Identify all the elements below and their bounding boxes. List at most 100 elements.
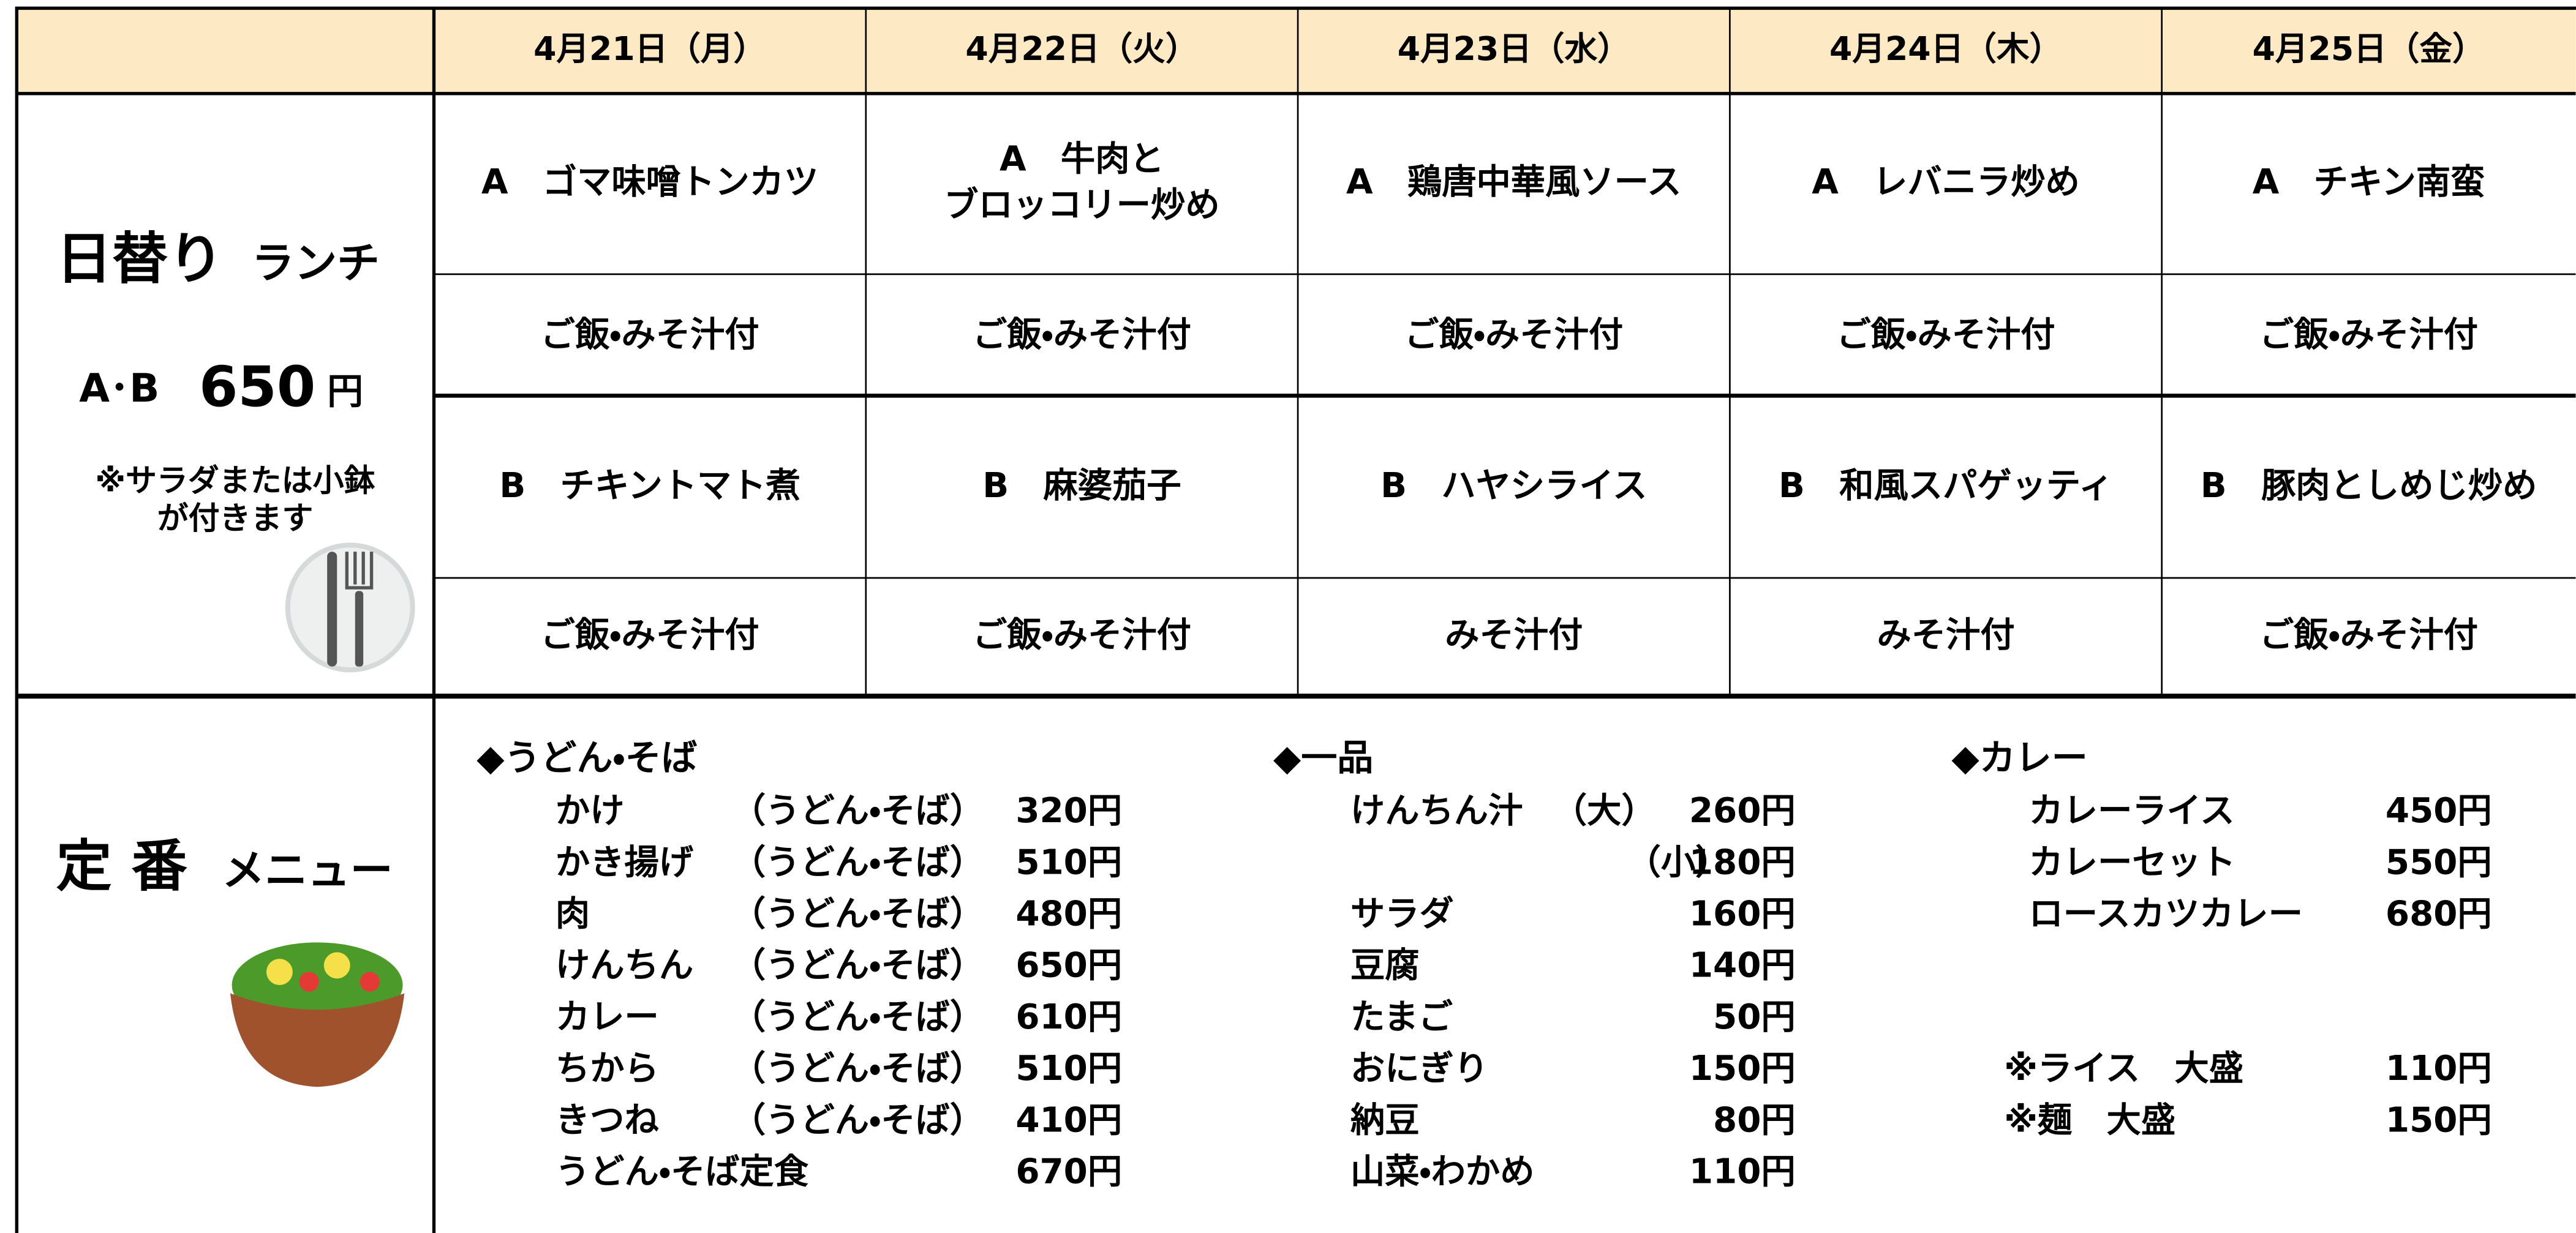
extra-name: ※麺 大盛 xyxy=(2004,1100,2175,1140)
dish-name: ブロッコリー炒め xyxy=(944,186,1219,225)
item-name: 豆腐 xyxy=(1350,946,1420,986)
section-heading: ◆一品 xyxy=(1273,736,1373,779)
item-price: 510円 xyxy=(1015,842,1122,882)
side-dish: ご飯・みそ汁付 xyxy=(2259,315,2478,354)
item-price: 180円 xyxy=(1689,842,1796,882)
topping xyxy=(323,952,350,979)
side-dish: みそ汁付 xyxy=(1445,615,1583,655)
topping xyxy=(299,972,319,992)
item-name: カレーライス xyxy=(2028,791,2234,831)
item-price: 80円 xyxy=(1713,1100,1796,1140)
item-name: うどん・そば定食 xyxy=(555,1152,808,1192)
item-note: （大） xyxy=(1553,791,1656,831)
item-price: 150円 xyxy=(1689,1049,1796,1089)
date-header: 4月23日（水） xyxy=(1398,29,1630,68)
daily-note: が付きます xyxy=(157,501,314,537)
daily-title: 日替り xyxy=(56,226,224,291)
knife xyxy=(327,552,337,667)
extra-price: 150円 xyxy=(2386,1100,2492,1140)
dish-name: B 豚肉としめじ炒め xyxy=(2201,466,2537,506)
side-dish: ご飯・みそ汁付 xyxy=(541,315,759,354)
side-dish: ご飯・みそ汁付 xyxy=(973,615,1191,655)
item-name: きつね xyxy=(555,1100,659,1140)
fork-tines xyxy=(345,552,374,590)
standard-title: 定 番 xyxy=(56,833,188,899)
item-price: 50円 xyxy=(1713,997,1796,1037)
topping xyxy=(360,972,380,992)
item-price: 480円 xyxy=(1015,894,1122,934)
item-price: 670円 xyxy=(1015,1152,1122,1192)
item-price: 450円 xyxy=(2386,791,2492,831)
side-dish: ご飯・みそ汁付 xyxy=(1837,315,2055,354)
salad-icon xyxy=(230,942,405,1087)
item-price: 650円 xyxy=(1015,946,1122,986)
date-header: 4月21日（月） xyxy=(533,29,766,68)
outer-border xyxy=(15,6,2576,1233)
standard-subtitle: メニュー xyxy=(222,846,393,896)
item-note: （うどん・そば） xyxy=(731,1049,984,1089)
item-name: ちから xyxy=(555,1049,659,1089)
plate-icon xyxy=(285,542,415,673)
item-note: （うどん・そば） xyxy=(731,842,984,882)
dish-name: B 和風スパゲッティ xyxy=(1779,466,2113,506)
item-price: 410円 xyxy=(1015,1100,1122,1140)
side-dish: ご飯・みそ汁付 xyxy=(973,315,1191,354)
item-name: ロースカツカレー xyxy=(2028,894,2303,934)
item-name: サラダ xyxy=(1350,894,1454,934)
dish-name: A レバニラ炒め xyxy=(1812,162,2080,202)
item-name: 肉 xyxy=(555,894,590,934)
item-name: かき揚げ xyxy=(555,842,694,882)
item-name: カレーセット xyxy=(2028,842,2235,882)
daily-note: ※サラダまたは小鉢 xyxy=(95,463,375,499)
topping xyxy=(266,959,293,986)
side-dish: みそ汁付 xyxy=(1877,615,2014,655)
bowl xyxy=(230,993,405,1087)
date-header: 4月24日（木） xyxy=(1829,29,2062,68)
fork xyxy=(355,591,364,667)
side-dish: ご飯・みそ汁付 xyxy=(2259,615,2478,655)
header-band xyxy=(17,8,2576,94)
date-header: 4月25日（金） xyxy=(2253,29,2485,68)
side-dish: ご飯・みそ汁付 xyxy=(1404,315,1623,354)
item-name: けんちん xyxy=(555,946,693,986)
item-price: 320円 xyxy=(1015,791,1122,831)
grid xyxy=(15,6,2576,1233)
plate xyxy=(285,542,415,673)
date-header: 4月22日（火） xyxy=(965,29,1198,68)
item-name: おにぎり xyxy=(1350,1049,1488,1089)
price: 650 xyxy=(199,354,315,419)
side-dish: ご飯・みそ汁付 xyxy=(541,615,759,655)
item-note: （うどん・そば） xyxy=(731,1100,984,1140)
price-prefix: A･B xyxy=(79,365,159,411)
item-name: かけ xyxy=(555,791,625,831)
item-price: 260円 xyxy=(1689,791,1796,831)
item-note: （うどん・そば） xyxy=(731,791,984,831)
item-price: 140円 xyxy=(1689,946,1796,986)
item-price: 680円 xyxy=(2386,894,2492,934)
price-unit: 円 xyxy=(327,370,363,413)
item-name: たまご xyxy=(1350,997,1453,1037)
item-note: （小） xyxy=(1626,842,1730,882)
extra-price: 110円 xyxy=(2386,1049,2492,1089)
item-note: （うどん・そば） xyxy=(731,894,984,934)
item-note: （うどん・そば） xyxy=(731,946,984,986)
dish-name: B ハヤシライス xyxy=(1380,466,1647,506)
section-heading: ◆うどん・そば xyxy=(476,736,697,779)
daily-subtitle: ランチ xyxy=(252,238,380,288)
dish-name: B 麻婆茄子 xyxy=(982,466,1181,506)
item-name: カレー xyxy=(555,997,659,1037)
item-price: 610円 xyxy=(1015,997,1122,1037)
item-name: 山菜・わかめ xyxy=(1350,1152,1535,1192)
item-price: 160円 xyxy=(1689,894,1796,934)
dish-name: A 牛肉と xyxy=(1000,139,1164,179)
item-price: 550円 xyxy=(2386,842,2492,882)
dish-name: B チキントマト煮 xyxy=(499,466,800,506)
section-heading: ◆カレー xyxy=(1951,736,2087,779)
content: 4月21日（月） 4月22日（火） 4月23日（水） 4月24日（木） 4月25日（金）… xyxy=(56,29,2537,1192)
item-price: 110円 xyxy=(1689,1152,1796,1192)
dish-name: A ゴマ味噌トンカツ xyxy=(481,162,818,202)
extra-name: ※ライス 大盛 xyxy=(2004,1049,2243,1089)
item-note: （うどん・そば） xyxy=(731,997,984,1037)
